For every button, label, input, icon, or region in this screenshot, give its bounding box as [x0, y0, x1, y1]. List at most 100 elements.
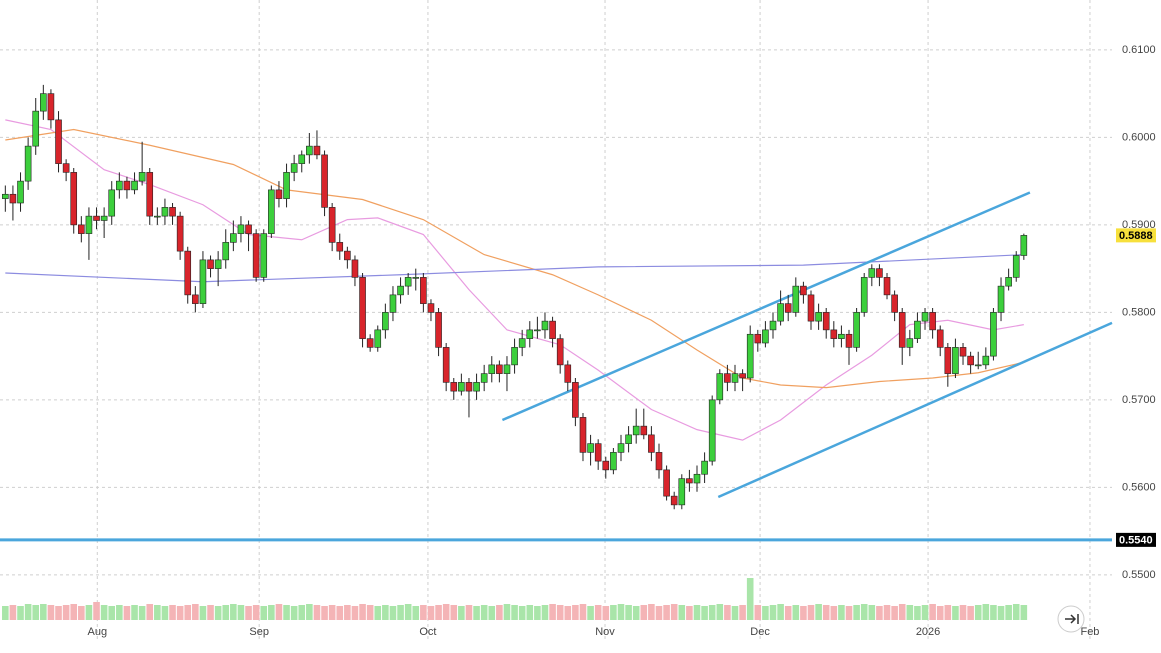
candle-body	[2, 193, 9, 199]
candle-body	[952, 347, 959, 374]
candle-body	[412, 277, 420, 279]
volume-bar	[800, 606, 807, 620]
volume-bar	[549, 604, 556, 620]
volume-bar	[762, 606, 769, 620]
candle-body	[921, 312, 929, 322]
volume-bar	[450, 605, 458, 620]
candle-body	[24, 145, 32, 182]
volume-bar	[389, 606, 397, 620]
volume-bar	[214, 606, 222, 620]
candle-body	[625, 434, 632, 444]
volume-bar	[78, 606, 85, 620]
volume-bar	[731, 606, 739, 620]
candle-body	[184, 250, 192, 296]
volume-bar	[724, 605, 731, 620]
candle-body	[716, 373, 724, 401]
volume-bar	[359, 604, 366, 620]
volume-bar	[184, 605, 192, 620]
candle-body	[587, 443, 594, 453]
candle-body	[898, 312, 906, 348]
volume-bar	[921, 605, 929, 620]
candle-body	[663, 469, 670, 497]
candle-body	[746, 333, 754, 379]
y-tick-label: 0.5500	[1122, 569, 1156, 581]
candle-body	[564, 364, 572, 383]
volume-bar	[982, 604, 990, 620]
volume-bar	[655, 606, 663, 620]
volume-bar	[237, 605, 245, 620]
volume-bar	[85, 605, 93, 620]
candle-body	[40, 93, 47, 112]
candle-body	[427, 303, 435, 313]
volume-bar	[268, 605, 275, 620]
y-tick-label: 0.5700	[1122, 394, 1156, 406]
volume-bar	[222, 605, 230, 620]
scroll-button[interactable]	[1057, 605, 1085, 633]
volume-bar	[891, 606, 898, 620]
x-tick-label: Aug	[88, 626, 108, 638]
candle-body	[815, 312, 822, 322]
candle-body	[1005, 277, 1012, 287]
candle-body	[503, 364, 511, 374]
candle-body	[830, 329, 838, 339]
volume-bar	[397, 605, 404, 620]
volume-bar	[131, 605, 138, 620]
volume-bar	[784, 606, 792, 620]
volume-bar	[351, 606, 359, 620]
volume-bar	[518, 606, 526, 620]
x-tick-label: Feb	[1080, 626, 1099, 638]
candle-body	[169, 207, 176, 217]
volume-bar	[161, 606, 169, 620]
candle-body	[192, 294, 199, 304]
candle-body	[344, 250, 351, 261]
volume-bar	[9, 605, 17, 620]
candle-body	[670, 495, 678, 506]
volume-bar	[906, 605, 914, 620]
volume-bar	[366, 605, 374, 620]
button-icon[interactable]	[1065, 614, 1079, 624]
volume-bar	[382, 605, 389, 620]
volume-bar	[488, 606, 496, 620]
candle-body	[473, 382, 480, 392]
candle-body	[450, 382, 458, 392]
candle-body	[648, 434, 655, 453]
candle-body	[534, 329, 541, 332]
candle-body	[93, 215, 100, 221]
volume-bar	[100, 605, 108, 620]
candle-body	[876, 268, 883, 278]
x-tick-label: Nov	[595, 626, 615, 638]
candle-body	[290, 163, 298, 173]
candle-body	[602, 460, 610, 471]
volume-bar	[640, 605, 648, 620]
volume-bar	[306, 604, 313, 620]
candle-body	[359, 277, 366, 339]
volume-bar	[556, 605, 564, 620]
moving-average	[5, 254, 1024, 283]
candle-body	[549, 320, 556, 339]
candle-body	[906, 338, 914, 348]
trendline	[717, 321, 1113, 499]
volume-bar	[511, 605, 518, 620]
volume-bar	[830, 606, 838, 620]
y-tick-label: 0.6000	[1122, 131, 1156, 143]
volume-bar	[587, 606, 594, 620]
candle-body	[458, 382, 465, 392]
volume-bar	[2, 606, 9, 620]
candle-body	[237, 224, 245, 234]
candle-body	[1020, 235, 1028, 256]
candle-body	[306, 145, 313, 156]
candle-body	[511, 347, 518, 366]
volume-bar	[967, 606, 974, 620]
price-tag-label: 0.5540	[1119, 534, 1153, 546]
volume-bar	[1005, 605, 1012, 620]
candle-body	[762, 329, 769, 344]
candle-body	[480, 373, 488, 383]
candle-body	[868, 268, 876, 278]
volume-bar	[883, 605, 891, 620]
candle-body	[78, 224, 85, 234]
volume-bar	[739, 605, 746, 620]
volume-bar	[693, 605, 701, 620]
candle-body	[678, 478, 686, 506]
candle-body	[47, 93, 55, 121]
